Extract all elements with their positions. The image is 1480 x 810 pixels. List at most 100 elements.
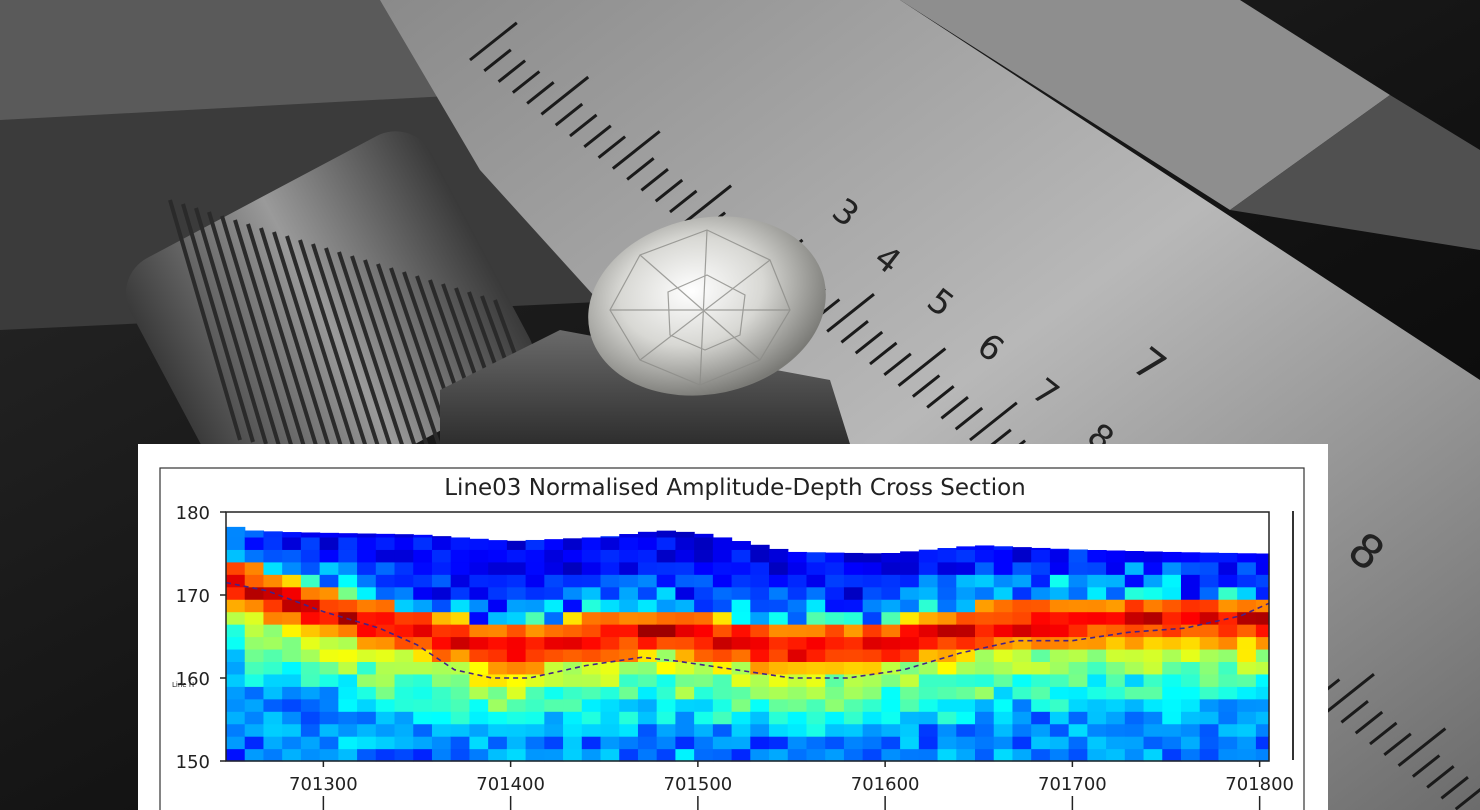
scale-tick	[569, 113, 598, 138]
heatmap-cell	[1012, 711, 1032, 725]
heatmap-cell	[1106, 636, 1126, 650]
heatmap-cell	[656, 686, 677, 700]
scale-tick	[1411, 754, 1441, 778]
heatmap-cell	[900, 711, 920, 725]
heatmap-cell	[544, 711, 564, 725]
heatmap-cell	[394, 748, 414, 762]
heatmap-cell	[1031, 636, 1051, 650]
heatmap-cell	[431, 698, 452, 712]
heatmap-cell	[413, 698, 433, 712]
heatmap-cell	[694, 748, 714, 762]
heatmap-cell	[357, 661, 377, 675]
heatmap-cell	[263, 723, 283, 737]
heatmap-cell	[506, 673, 527, 687]
heatmap-cell	[637, 586, 658, 600]
heatmap-cell	[488, 698, 508, 712]
knurl-ridge	[285, 235, 359, 459]
heatmap-cell	[637, 624, 658, 638]
heatmap-cell	[357, 648, 377, 662]
heatmap-cell	[431, 536, 452, 550]
heatmap-cell	[1012, 586, 1032, 600]
heatmap-cell	[731, 648, 751, 662]
heatmap-cell	[806, 552, 826, 563]
heatmap-cell	[993, 711, 1014, 725]
heatmap-cell	[244, 686, 265, 700]
heatmap-cell	[581, 599, 602, 613]
heatmap-cell	[1012, 549, 1032, 563]
heatmap-cell	[525, 549, 545, 563]
heatmap-cell	[1031, 561, 1051, 575]
scale-tick	[654, 178, 684, 203]
heatmap-cell	[282, 723, 302, 737]
heatmap-cell	[675, 611, 695, 625]
heatmap-cell	[244, 673, 265, 687]
heatmap-cell	[619, 673, 639, 687]
scale-tick	[1340, 700, 1369, 724]
heatmap-cell	[1049, 736, 1070, 750]
heatmap-cell	[600, 536, 620, 538]
heatmap-cell	[1143, 636, 1163, 650]
heatmap-cell	[1218, 748, 1238, 762]
heatmap-cell	[1237, 698, 1257, 712]
heatmap-cell	[825, 673, 845, 687]
heatmap-cell	[975, 698, 995, 712]
heatmap-cell	[244, 711, 265, 725]
heatmap-cell	[544, 648, 564, 662]
heatmap-cell	[338, 599, 358, 613]
heatmap-cell	[1162, 698, 1182, 712]
heatmap-cell	[806, 574, 826, 588]
heatmap-cell	[731, 723, 751, 737]
heatmap-cell	[937, 686, 957, 700]
heatmap-cell	[300, 636, 321, 650]
heatmap-cell	[226, 661, 246, 675]
heatmap-cell	[975, 561, 995, 575]
heatmap-cell	[357, 723, 377, 737]
heatmap-cell	[656, 536, 677, 550]
heatmap-cell	[694, 673, 714, 687]
heatmap-cell	[563, 673, 583, 687]
heatmap-cell	[637, 531, 658, 538]
heatmap-cell	[563, 648, 583, 662]
heatmap-cell	[769, 736, 789, 750]
heatmap-cell	[993, 611, 1014, 625]
heatmap-cell	[469, 611, 489, 625]
heatmap-cell	[525, 611, 545, 625]
heatmap-cell	[787, 586, 808, 600]
heatmap-cell	[469, 624, 489, 638]
heatmap-cell	[600, 686, 620, 700]
heatmap-cell	[637, 736, 658, 750]
heatmap-cell	[900, 723, 920, 737]
heatmap-cell	[1255, 686, 1270, 700]
heatmap-cell	[956, 648, 976, 662]
heatmap-cell	[1087, 636, 1107, 650]
heatmap-cell	[469, 586, 489, 600]
heatmap-cell	[750, 544, 770, 550]
heatmap-cell	[843, 686, 864, 700]
heatmap-cell	[1199, 711, 1220, 725]
heatmap-cell	[506, 748, 527, 762]
heatmap-cell	[263, 574, 283, 588]
heatmap-cell	[1087, 748, 1107, 762]
heatmap-cell	[394, 636, 414, 650]
heatmap-cell	[300, 549, 321, 563]
heatmap-cell	[413, 534, 433, 538]
heatmap-cell	[282, 611, 302, 625]
heatmap-cell	[263, 531, 283, 538]
knurl-ridge	[337, 251, 411, 467]
heatmap-cell	[1162, 551, 1182, 563]
heatmap-cell	[825, 748, 845, 762]
heatmap-cell	[244, 748, 265, 762]
heatmap-cell	[637, 648, 658, 662]
heatmap-cell	[600, 648, 620, 662]
scale-tick	[911, 374, 941, 398]
heatmap-cell	[918, 748, 939, 762]
heatmap-cell	[375, 648, 396, 662]
heatmap-cell	[675, 536, 695, 550]
heatmap-cell	[1143, 736, 1163, 750]
heatmap-cell	[918, 586, 939, 600]
heatmap-cell	[581, 698, 602, 712]
heatmap-cell	[975, 586, 995, 600]
heatmap-cell	[1199, 723, 1220, 737]
heatmap-cell	[937, 723, 957, 737]
heatmap-cell	[1049, 599, 1070, 613]
